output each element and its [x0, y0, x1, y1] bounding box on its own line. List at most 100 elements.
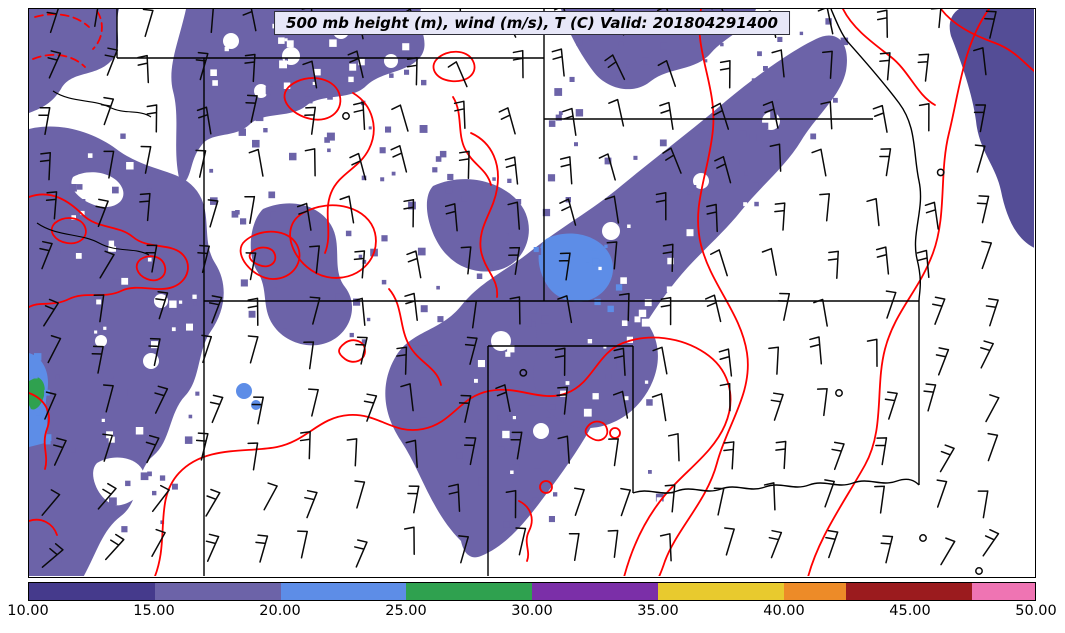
fill-speckle [327, 94, 333, 100]
fill-speckle [284, 38, 288, 42]
fill-speckle [744, 171, 749, 176]
fill-speckle [212, 80, 218, 86]
fill-speckle [143, 425, 149, 431]
wind-barb [824, 479, 835, 508]
wind-barb [245, 252, 257, 281]
wind-barb [987, 432, 999, 462]
fill-speckle [528, 405, 536, 412]
fill-speckle [505, 351, 511, 357]
fill-speckle [729, 229, 738, 237]
wind-barb [104, 47, 119, 76]
wind-barb [296, 202, 312, 231]
wind-barb [770, 392, 784, 421]
wind-barb [551, 48, 565, 77]
wind-barb [247, 442, 259, 471]
fill-speckle [734, 235, 741, 242]
fill-speckle [421, 339, 428, 346]
fill-speckle [117, 507, 123, 513]
wind-barb [761, 247, 778, 276]
wind-barb [880, 535, 894, 564]
wind-barb [932, 296, 946, 325]
fill-speckle [408, 201, 416, 210]
state-border-river [632, 478, 920, 494]
fill-speckle [634, 316, 641, 323]
fill-speckle [587, 339, 593, 344]
fill-speckle [507, 345, 515, 353]
fill-speckle [754, 201, 759, 207]
wind-barb [145, 434, 160, 464]
wind-barb [44, 391, 57, 420]
fill-holes [95, 23, 780, 439]
wind-barb [197, 244, 210, 274]
fill-speckle [56, 249, 61, 254]
fill-speckle [381, 235, 388, 242]
wind-barb [985, 394, 1000, 423]
fill-speckle [33, 374, 38, 379]
wind-barb [255, 534, 269, 563]
wind-barb [771, 49, 785, 78]
fill-speckle [687, 191, 691, 195]
fill-speckle [392, 83, 401, 91]
fill-speckle [212, 83, 220, 90]
fill-speckle [315, 82, 321, 88]
wind-barb [196, 106, 212, 135]
wind-barb [154, 385, 169, 414]
fill-speckle [461, 196, 467, 202]
wind-barb [923, 383, 937, 412]
fill-speckle [390, 79, 397, 86]
wind-barb [146, 104, 158, 133]
fill-speckle [604, 419, 609, 423]
wind-barb [651, 393, 667, 422]
fill-speckle [405, 82, 413, 90]
wind-barb [723, 441, 735, 470]
wind-barb [240, 9, 257, 32]
fill-speckle [548, 516, 555, 523]
fill-speckle [87, 153, 93, 158]
colorbar-segment [29, 583, 155, 600]
fill-speckle [641, 318, 650, 327]
wind-barb [768, 529, 783, 559]
fill-speckle [531, 309, 537, 314]
wind-barb [448, 483, 461, 512]
wind-barb [918, 103, 930, 132]
colorbar-tick-labels: 10.00 15.00 20.00 25.00 30.00 35.00 40.00 45.00… [7, 603, 1057, 627]
fill-speckle [55, 374, 60, 379]
wind-barb [973, 47, 987, 76]
fill-speckle [546, 417, 552, 423]
calm-wind-circle [519, 368, 528, 377]
wind-barb [940, 537, 956, 566]
wind-barb [464, 336, 478, 365]
fill-speckle [770, 111, 777, 119]
wind-barb [608, 98, 625, 127]
fill-speckle [193, 301, 197, 306]
colorbar-tick-label: 25.00 [385, 603, 427, 619]
wind-barb [916, 249, 930, 279]
fill-speckle [542, 208, 551, 217]
fill-speckle [417, 247, 426, 256]
fill-region-blue [236, 383, 252, 399]
fill-speckle [440, 493, 444, 497]
fill-speckle [296, 76, 301, 81]
fill-speckle [607, 305, 614, 313]
wind-barb [557, 295, 573, 324]
fill-speckle [763, 66, 768, 71]
wind-barb [719, 60, 731, 89]
wind-barb [559, 198, 577, 226]
colorbar [28, 582, 1036, 601]
fill-speckle [757, 51, 762, 57]
fill-speckle [268, 191, 276, 199]
wind-barb [53, 437, 67, 466]
contour-line [283, 77, 342, 121]
wind-barb [718, 348, 733, 377]
fill-speckle [530, 321, 536, 327]
wind-barb [444, 203, 458, 232]
wind-barb [391, 104, 409, 132]
fill-speckle [151, 341, 159, 349]
fill-speckle [548, 120, 556, 127]
fill-region [426, 179, 529, 272]
fill-speckle [94, 330, 98, 334]
fill-speckle [147, 188, 152, 193]
wind-barb [704, 294, 722, 323]
wind-barb [47, 335, 62, 364]
fill-speckle [385, 126, 392, 133]
